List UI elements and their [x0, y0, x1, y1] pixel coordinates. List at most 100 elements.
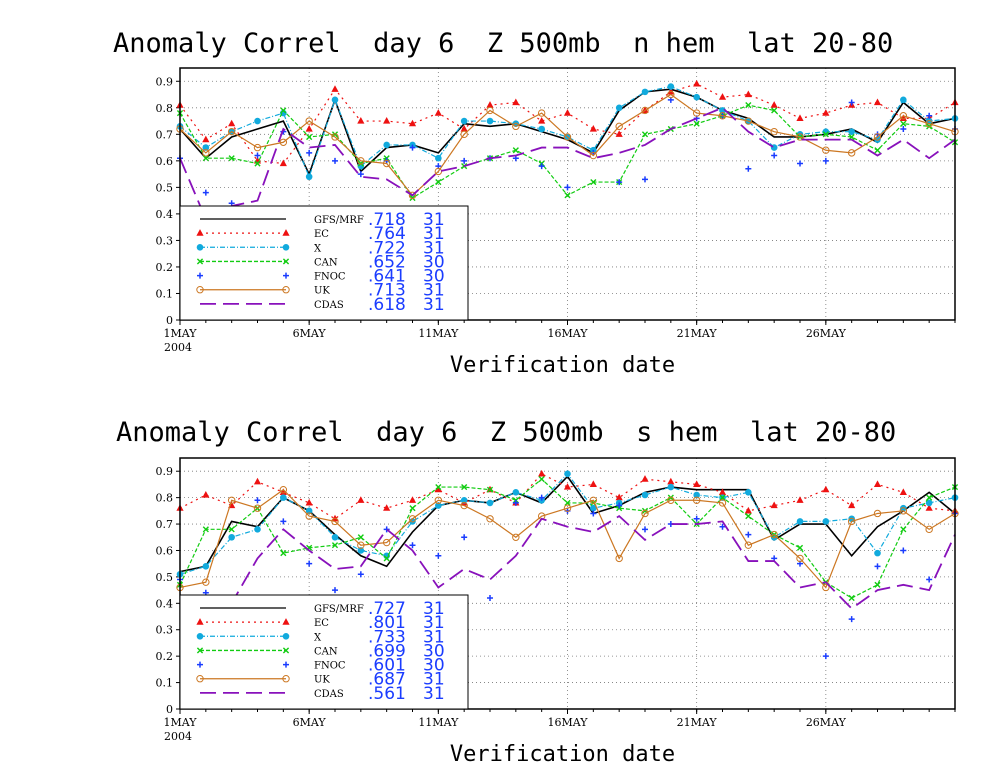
- data-point: [254, 526, 261, 533]
- series-group: [176, 469, 959, 660]
- data-point: [254, 160, 261, 167]
- legend-count: 31: [423, 238, 445, 258]
- data-point: [538, 163, 545, 170]
- data-point: [228, 155, 235, 162]
- data-point: [357, 496, 365, 503]
- data-point: [615, 554, 623, 563]
- data-point: [306, 149, 313, 156]
- data-point: [667, 83, 675, 90]
- data-point: [692, 109, 701, 117]
- data-point: [486, 486, 494, 493]
- data-point: [202, 149, 210, 157]
- data-point: [332, 157, 338, 164]
- data-point: [537, 109, 546, 117]
- data-point: [615, 130, 623, 137]
- data-point: [538, 125, 545, 133]
- data-point: [409, 144, 416, 151]
- legend-marker: [196, 258, 204, 265]
- data-point: [873, 133, 882, 141]
- data-point: [331, 85, 339, 92]
- legend-marker: [196, 286, 204, 294]
- data-point: [512, 533, 520, 541]
- data-point: [383, 555, 390, 562]
- data-point: [900, 120, 907, 127]
- data-point: [745, 165, 752, 172]
- legend-label: GFS/MRF: [314, 215, 364, 226]
- legend-label: EC: [314, 229, 329, 240]
- data-point: [589, 496, 598, 504]
- data-point: [228, 526, 235, 533]
- data-point: [926, 112, 933, 119]
- data-point: [279, 486, 288, 494]
- data-point: [744, 90, 752, 98]
- data-point: [692, 496, 701, 504]
- data-point: [435, 178, 442, 186]
- data-point: [254, 117, 261, 125]
- y-tick-label: 0.4: [156, 208, 174, 221]
- data-point: [589, 480, 597, 488]
- data-point: [589, 151, 598, 160]
- series-line-uk: [179, 488, 956, 589]
- data-point: [202, 578, 210, 586]
- data-point: [202, 155, 209, 162]
- data-point: [796, 544, 804, 551]
- data-point: [305, 507, 313, 515]
- series-group: [176, 79, 959, 221]
- legend-count: 30: [423, 641, 445, 661]
- y-tick-label: 0.5: [156, 571, 174, 584]
- data-point: [408, 515, 417, 523]
- legend-marker: [282, 286, 290, 294]
- x-tick-sublabel: 2004: [164, 341, 192, 354]
- data-point: [848, 616, 855, 623]
- legend-label: X: [314, 632, 322, 643]
- legend-marker: [282, 258, 290, 265]
- legend-label: FNOC: [314, 272, 346, 283]
- data-point: [770, 101, 778, 108]
- data-point: [770, 127, 778, 136]
- data-point: [822, 146, 830, 154]
- x-tick-label: 11MAY: [418, 327, 459, 340]
- data-point: [280, 494, 287, 501]
- data-point: [822, 109, 830, 116]
- legend-marker: [196, 675, 204, 683]
- legend-marker: [282, 229, 290, 236]
- data-point: [487, 595, 493, 602]
- data-point: [848, 99, 855, 106]
- data-point: [719, 494, 726, 501]
- data-point: [357, 541, 365, 549]
- legend-count: 30: [423, 656, 445, 676]
- data-point: [641, 509, 649, 518]
- data-point: [486, 101, 494, 108]
- data-point: [926, 576, 933, 583]
- data-point: [538, 494, 545, 501]
- data-point: [202, 144, 210, 151]
- data-point: [899, 488, 907, 495]
- legend-count: 30: [423, 267, 445, 287]
- data-point: [253, 143, 262, 152]
- data-point: [616, 179, 623, 186]
- legend-score: .718: [368, 210, 406, 230]
- data-point: [460, 117, 468, 125]
- data-point: [873, 480, 882, 488]
- data-point: [616, 502, 623, 509]
- legend-marker: [282, 618, 290, 625]
- x-tick-label: 16MAY: [547, 327, 588, 340]
- x-axis-label: Verification date: [450, 353, 675, 378]
- data-point: [641, 131, 649, 138]
- data-point: [331, 542, 339, 549]
- legend-marker: [196, 632, 204, 640]
- data-point: [693, 120, 700, 127]
- data-point: [512, 98, 520, 106]
- data-point: [357, 117, 365, 124]
- x-tick-label: 21MAY: [677, 716, 718, 729]
- y-tick-label: 0.6: [156, 544, 174, 557]
- data-point: [874, 147, 881, 154]
- data-point: [563, 504, 572, 512]
- data-point: [796, 114, 804, 121]
- legend-marker: [282, 675, 290, 683]
- data-point: [719, 107, 726, 114]
- plot-frame: [179, 67, 956, 321]
- data-point: [409, 194, 416, 202]
- data-point: [202, 135, 210, 143]
